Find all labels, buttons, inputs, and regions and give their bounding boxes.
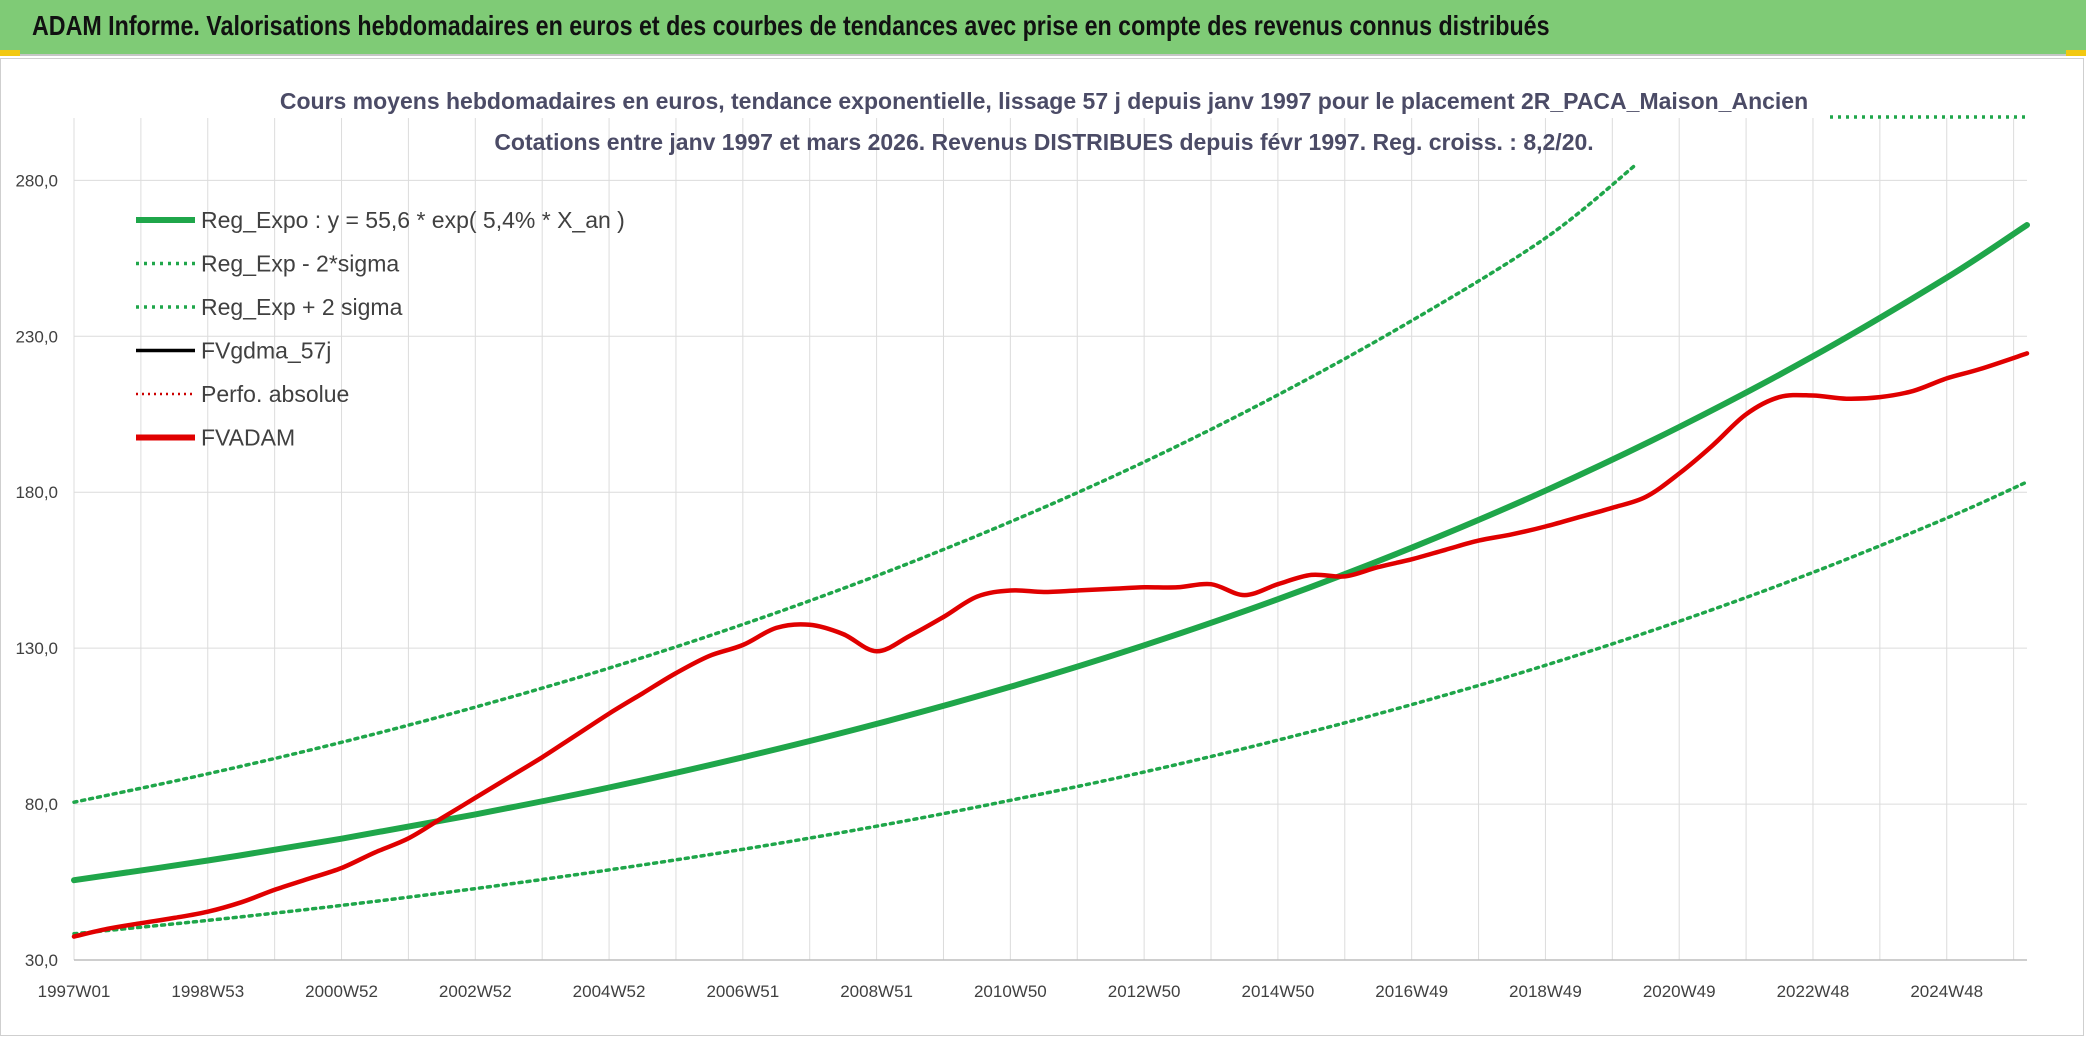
legend-label: Perfo. absolue — [201, 381, 349, 407]
x-tick-label: 2018W49 — [1509, 982, 1582, 1001]
x-tick-label: 2004W52 — [573, 982, 646, 1001]
series-reg-exp-plus-2sigma — [72, 163, 1638, 804]
legend-label: Reg_Exp - 2*sigma — [201, 251, 399, 277]
x-tick-label: 1998W53 — [171, 982, 244, 1001]
legend-label: FVADAM — [201, 425, 295, 451]
chart-frame — [0, 58, 2084, 1036]
x-tick-label: 1997W01 — [38, 982, 111, 1001]
x-tick-label: 2006W51 — [706, 982, 779, 1001]
legend: Reg_Expo : y = 55,6 * exp( 5,4% * X_an )… — [136, 207, 625, 451]
x-axis-ticks: 1997W01 1998W53 2000W52 2002W52 2004W52 2006W… — [38, 982, 1984, 1001]
y-tick-label: 130,0 — [15, 639, 58, 658]
y-tick-label: 230,0 — [15, 327, 58, 346]
x-tick-label: 2010W50 — [974, 982, 1047, 1001]
x-tick-label: 2014W50 — [1242, 982, 1315, 1001]
grid — [73, 118, 2027, 961]
x-tick-label: 2008W51 — [840, 982, 913, 1001]
x-tick-label: 2016W49 — [1375, 982, 1448, 1001]
page-title: ADAM Informe. Valorisations hebdomadaire… — [32, 10, 1550, 41]
series-lines — [71, 115, 2030, 939]
legend-label: Reg_Expo : y = 55,6 * exp( 5,4% * X_an ) — [201, 207, 625, 233]
header-bar: ADAM Informe. Valorisations hebdomadaire… — [0, 0, 2086, 56]
chart-subtitle-line2: Cotations entre janv 1997 et mars 2026. … — [494, 129, 1593, 155]
legend-label: FVgdma_57j — [201, 338, 331, 364]
legend-label: Reg_Exp + 2 sigma — [201, 294, 403, 320]
series-fvgdma-57j — [72, 351, 2029, 939]
corner-mark-right — [2066, 50, 2086, 56]
y-tick-label: 280,0 — [15, 171, 58, 190]
x-tick-label: 2012W50 — [1108, 982, 1181, 1001]
corner-mark-left — [0, 50, 20, 56]
chart-subtitle-line1: Cours moyens hebdomadaires en euros, ten… — [280, 88, 1808, 114]
x-tick-label: 2020W49 — [1643, 982, 1716, 1001]
y-tick-label: 80,0 — [25, 795, 58, 814]
x-tick-label: 2024W48 — [1910, 982, 1983, 1001]
y-tick-label: 180,0 — [15, 483, 58, 502]
series-fvadam — [71, 351, 2030, 939]
series-reg-expo — [71, 222, 2030, 884]
x-tick-label: 2022W48 — [1777, 982, 1850, 1001]
y-axis-ticks: 30,0 80,0 130,0 180,0 230,0 280,0 — [15, 171, 58, 970]
series-reg-exp-minus-2sigma — [72, 480, 2029, 936]
x-tick-label: 2002W52 — [439, 982, 512, 1001]
y-tick-label: 30,0 — [25, 951, 58, 970]
x-tick-label: 2000W52 — [305, 982, 378, 1001]
